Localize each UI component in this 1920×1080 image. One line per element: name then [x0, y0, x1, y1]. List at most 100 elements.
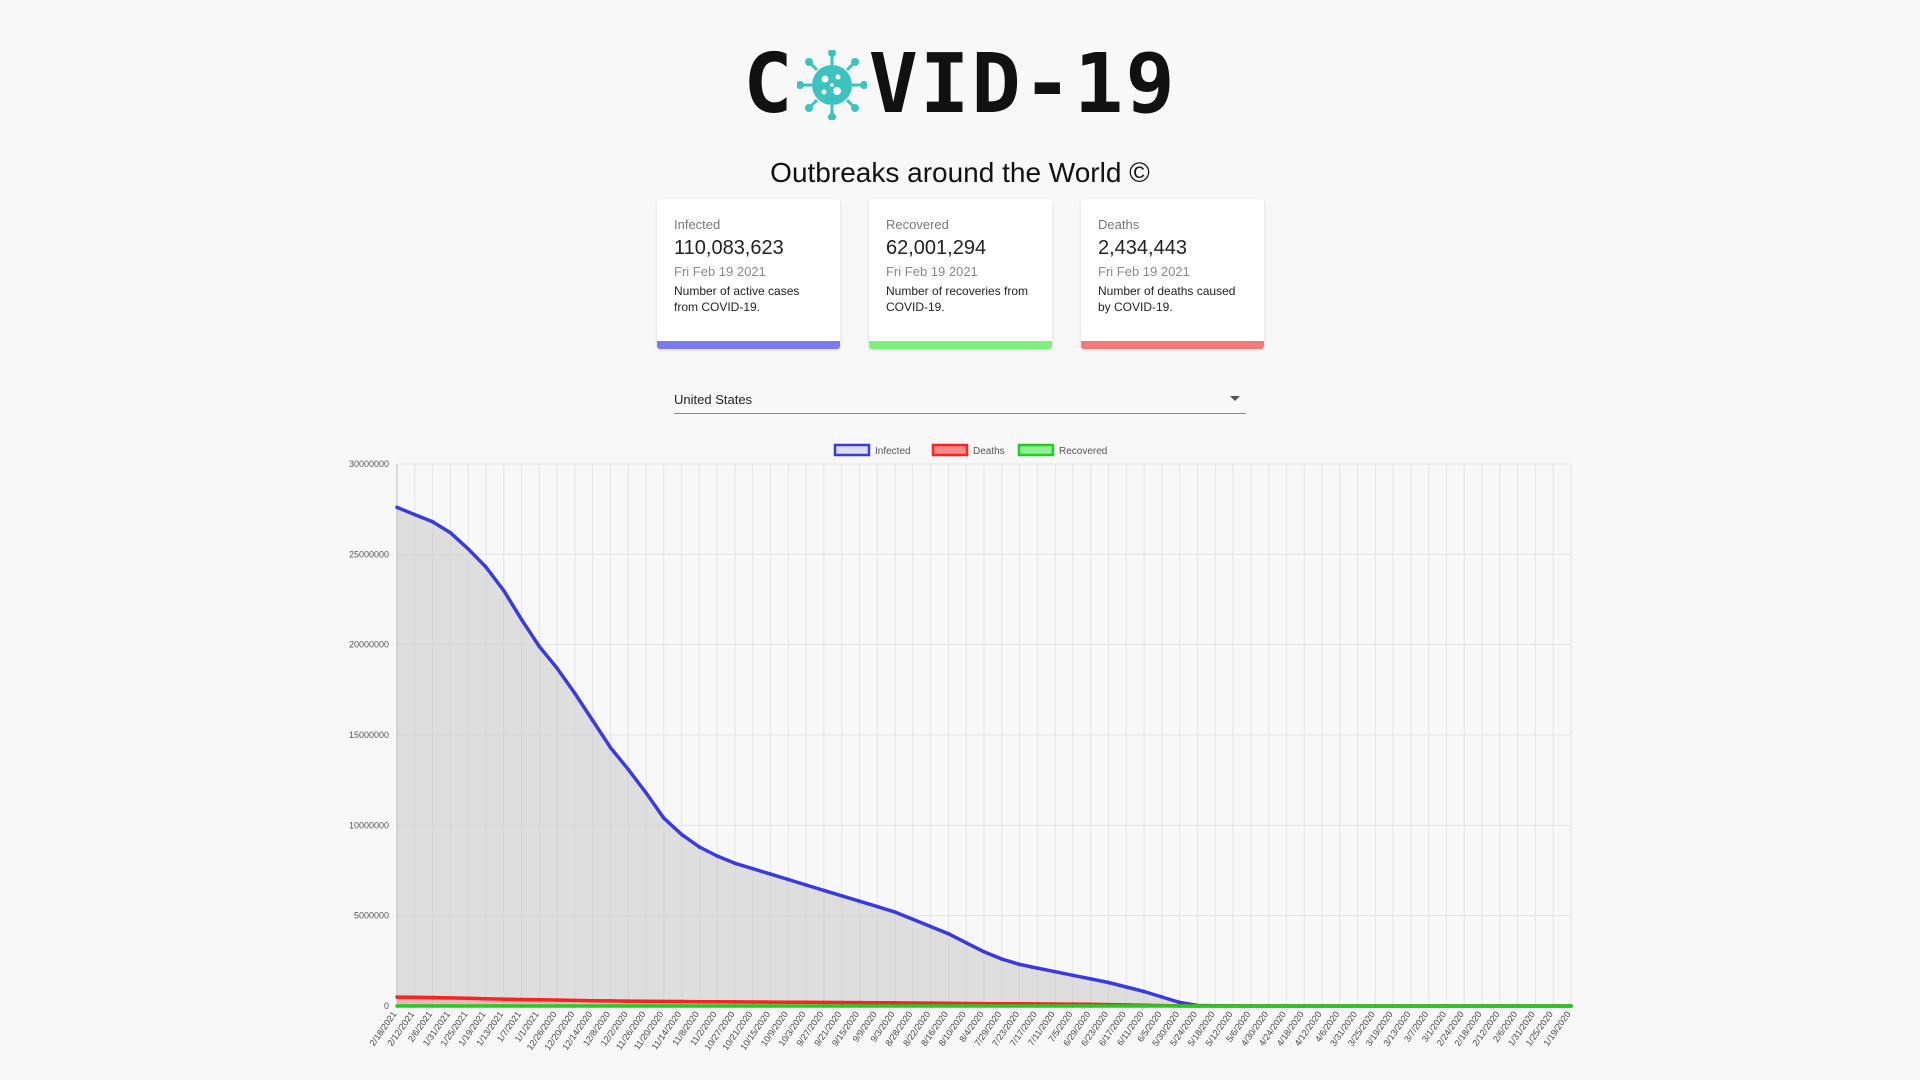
data-point-infected — [964, 940, 969, 945]
data-point-infected — [804, 883, 808, 887]
legend-swatch-deaths[interactable] — [931, 443, 969, 457]
data-point-recovered — [822, 1004, 826, 1008]
chevron-down-icon[interactable] — [1230, 396, 1240, 401]
data-point-deaths — [857, 1000, 862, 1005]
data-point-recovered — [1444, 1004, 1449, 1008]
data-point-recovered — [1515, 1004, 1520, 1008]
data-point-recovered — [750, 1004, 755, 1008]
data-point-recovered — [857, 1004, 862, 1008]
data-point-infected — [608, 745, 613, 750]
card-value: 2,434,443 — [1098, 237, 1187, 259]
data-point-recovered — [1231, 1004, 1235, 1008]
data-point-recovered — [1266, 1004, 1271, 1008]
card-description: Number of deaths caused by COVID-19. — [1098, 284, 1236, 314]
data-point-deaths — [573, 998, 577, 1003]
data-point-recovered — [484, 1004, 488, 1008]
data-point-recovered — [893, 1004, 897, 1008]
data-point-deaths — [448, 996, 453, 1000]
country-select[interactable]: United States — [674, 389, 1246, 414]
card-description: Number of recoveries from COVID-19. — [886, 284, 1029, 314]
data-point-infected — [590, 718, 595, 723]
data-point-recovered — [1071, 1004, 1075, 1008]
data-point-infected — [1053, 969, 1057, 974]
data-point-infected — [1177, 1000, 1182, 1005]
data-point-deaths — [608, 999, 613, 1003]
data-point-recovered — [1462, 1004, 1467, 1008]
legend-swatch-recovered[interactable] — [1017, 443, 1055, 457]
data-point-deaths — [911, 1001, 915, 1005]
data-point-recovered — [448, 1004, 453, 1008]
data-point-deaths — [822, 1000, 826, 1005]
card-label: Deaths — [1098, 217, 1140, 232]
data-point-recovered — [679, 1004, 684, 1008]
data-point-infected — [857, 899, 862, 904]
data-point-recovered — [733, 1004, 737, 1008]
data-point-deaths — [501, 997, 506, 1001]
data-point-infected — [501, 588, 506, 593]
data-point-infected — [786, 877, 791, 882]
card-value: 62,001,294 — [886, 237, 987, 259]
card-color-bar — [657, 341, 840, 349]
data-point-recovered — [982, 1004, 986, 1008]
legend-label-recovered[interactable]: Recovered — [1059, 446, 1107, 457]
legend-label-deaths[interactable]: Deaths — [973, 446, 1005, 457]
data-point-recovered — [412, 1004, 417, 1008]
data-point-recovered — [911, 1004, 915, 1008]
data-point-infected — [1124, 985, 1129, 989]
data-point-recovered — [875, 1004, 880, 1008]
data-point-recovered — [928, 1004, 933, 1008]
data-point-recovered — [608, 1004, 613, 1008]
data-point-recovered — [964, 1004, 969, 1008]
data-point-deaths — [697, 999, 702, 1004]
data-point-deaths — [928, 1001, 933, 1005]
data-point-deaths — [786, 1000, 791, 1005]
data-point-recovered — [501, 1004, 506, 1008]
data-point-infected — [893, 910, 897, 914]
data-point-recovered — [1409, 1004, 1413, 1008]
recovered-card: Recovered 62,001,294 Fri Feb 19 2021 Num… — [869, 199, 1052, 349]
data-point-recovered — [1195, 1004, 1200, 1008]
data-point-recovered — [1426, 1004, 1431, 1008]
y-tick-label: 5000000 — [354, 911, 389, 921]
data-point-recovered — [1551, 1004, 1556, 1008]
data-point-infected — [875, 904, 880, 909]
data-point-recovered — [768, 1004, 773, 1008]
data-point-recovered — [786, 1004, 791, 1008]
series-area-infected — [397, 507, 1571, 1006]
series-area-deaths — [397, 997, 1571, 1006]
virus-icon — [796, 50, 867, 120]
data-point-deaths — [875, 1000, 880, 1005]
legend-label-infected[interactable]: Infected — [875, 446, 911, 457]
legend-swatch-infected[interactable] — [833, 443, 871, 457]
data-point-deaths — [733, 1000, 737, 1004]
data-point-infected — [626, 767, 631, 772]
data-point-recovered — [519, 1004, 524, 1008]
data-point-deaths — [555, 998, 559, 1002]
infected-card: Infected 110,083,623 Fri Feb 19 2021 Num… — [657, 199, 840, 349]
card-label: Infected — [674, 217, 721, 232]
data-point-deaths — [395, 995, 399, 999]
data-point-recovered — [1124, 1004, 1129, 1008]
data-point-recovered — [1391, 1004, 1395, 1008]
app-logo: C VID-19 — [0, 40, 1920, 130]
data-point-recovered — [573, 1004, 577, 1008]
data-point-infected — [1035, 966, 1040, 970]
data-point-recovered — [1249, 1004, 1253, 1008]
data-point-deaths — [768, 1000, 773, 1004]
data-point-deaths — [750, 1000, 755, 1004]
data-point-infected — [982, 950, 986, 954]
data-point-recovered — [1533, 1004, 1538, 1008]
data-point-recovered — [430, 1004, 435, 1008]
data-point-deaths — [804, 1000, 808, 1005]
data-point-infected — [715, 854, 719, 858]
data-point-deaths — [893, 1001, 897, 1005]
data-point-recovered — [1142, 1004, 1146, 1008]
data-point-infected — [733, 861, 737, 866]
data-point-recovered — [697, 1004, 702, 1008]
data-point-recovered — [555, 1004, 559, 1008]
data-point-recovered — [1320, 1004, 1324, 1008]
card-value: 110,083,623 — [674, 237, 784, 259]
card-label: Recovered — [886, 217, 949, 232]
y-tick-label: 15000000 — [349, 730, 389, 740]
